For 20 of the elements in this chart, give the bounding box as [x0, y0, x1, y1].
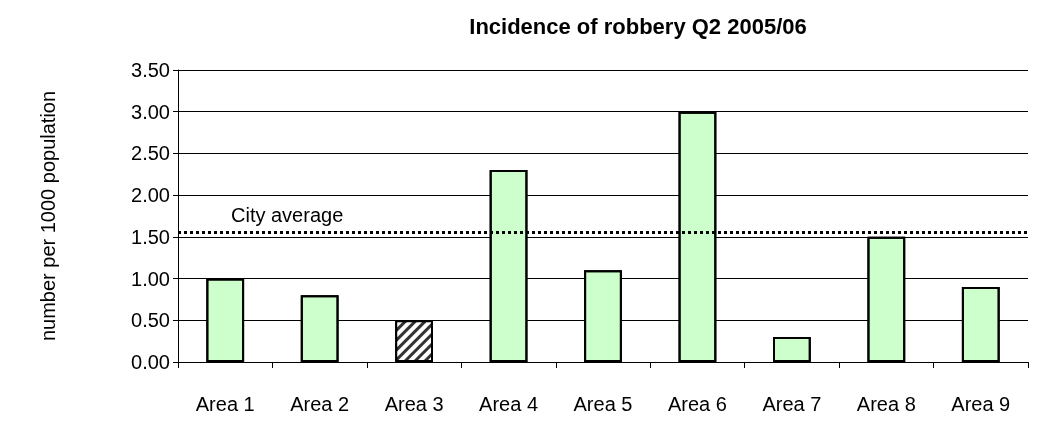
- x-tick-label: Area 2: [290, 393, 350, 415]
- ref-line-label: City average: [231, 203, 344, 226]
- chart-title: Incidence of robbery Q2 2005/06: [469, 13, 807, 39]
- x-tick-label: Area 8: [856, 393, 916, 415]
- x-tick-label: Area 7: [762, 393, 822, 415]
- y-tick-label: 3.50: [131, 59, 170, 81]
- x-tick-label: Area 4: [479, 393, 539, 415]
- y-tick-label: 1.50: [131, 225, 170, 248]
- y-axis-title: number per 1000 population: [37, 90, 59, 342]
- x-tick-label: Area 9: [951, 393, 1011, 415]
- x-tick-label: Area 3: [384, 393, 444, 415]
- x-tick-label: Area 1: [195, 393, 255, 415]
- y-tick-label: 0.50: [131, 309, 170, 332]
- y-tick-label: 2.00: [131, 184, 170, 207]
- y-tick-label: 2.50: [131, 142, 170, 165]
- y-tick-label: 3.00: [131, 100, 170, 123]
- y-tick-label: 0.00: [131, 351, 170, 373]
- x-tick-label: Area 6: [667, 393, 727, 415]
- y-tick-label: 1.00: [131, 267, 170, 290]
- x-tick-label: Area 5: [573, 393, 633, 415]
